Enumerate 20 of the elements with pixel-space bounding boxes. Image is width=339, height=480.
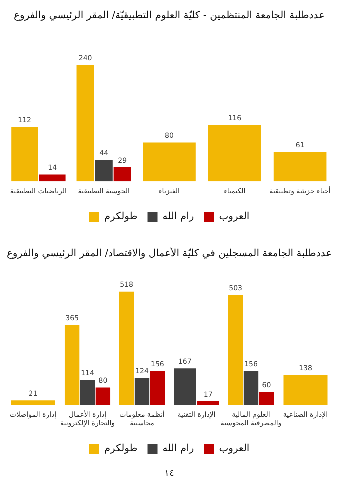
bar [96,388,111,406]
bar [208,125,262,182]
legend-label: العروب [219,444,250,455]
bar [95,160,113,182]
bar [80,380,96,406]
text: ١٤ [164,468,174,479]
bar [244,371,259,406]
bar [119,292,134,406]
legend-label: العروب [219,212,250,223]
chart-title: عددطلبة الجامعة المنتظمين - كليّة العلوم التطبيقيّة/ المقر الرئيسي والفروع [14,10,325,22]
legend-label: رام الله [162,444,194,455]
legend-label: طولكرم [104,444,138,455]
bar [259,392,274,406]
bar [150,371,166,406]
legend-label: طولكرم [104,212,138,223]
legend-label: رام الله [162,212,194,223]
bar [64,325,80,406]
bar [134,378,150,406]
chart-title: عددطلبة الجامعة المسجلين في كليّة الأعمال والاقتصاد/ المقر الرئيسي والفروع [6,246,332,260]
bar [228,295,244,406]
